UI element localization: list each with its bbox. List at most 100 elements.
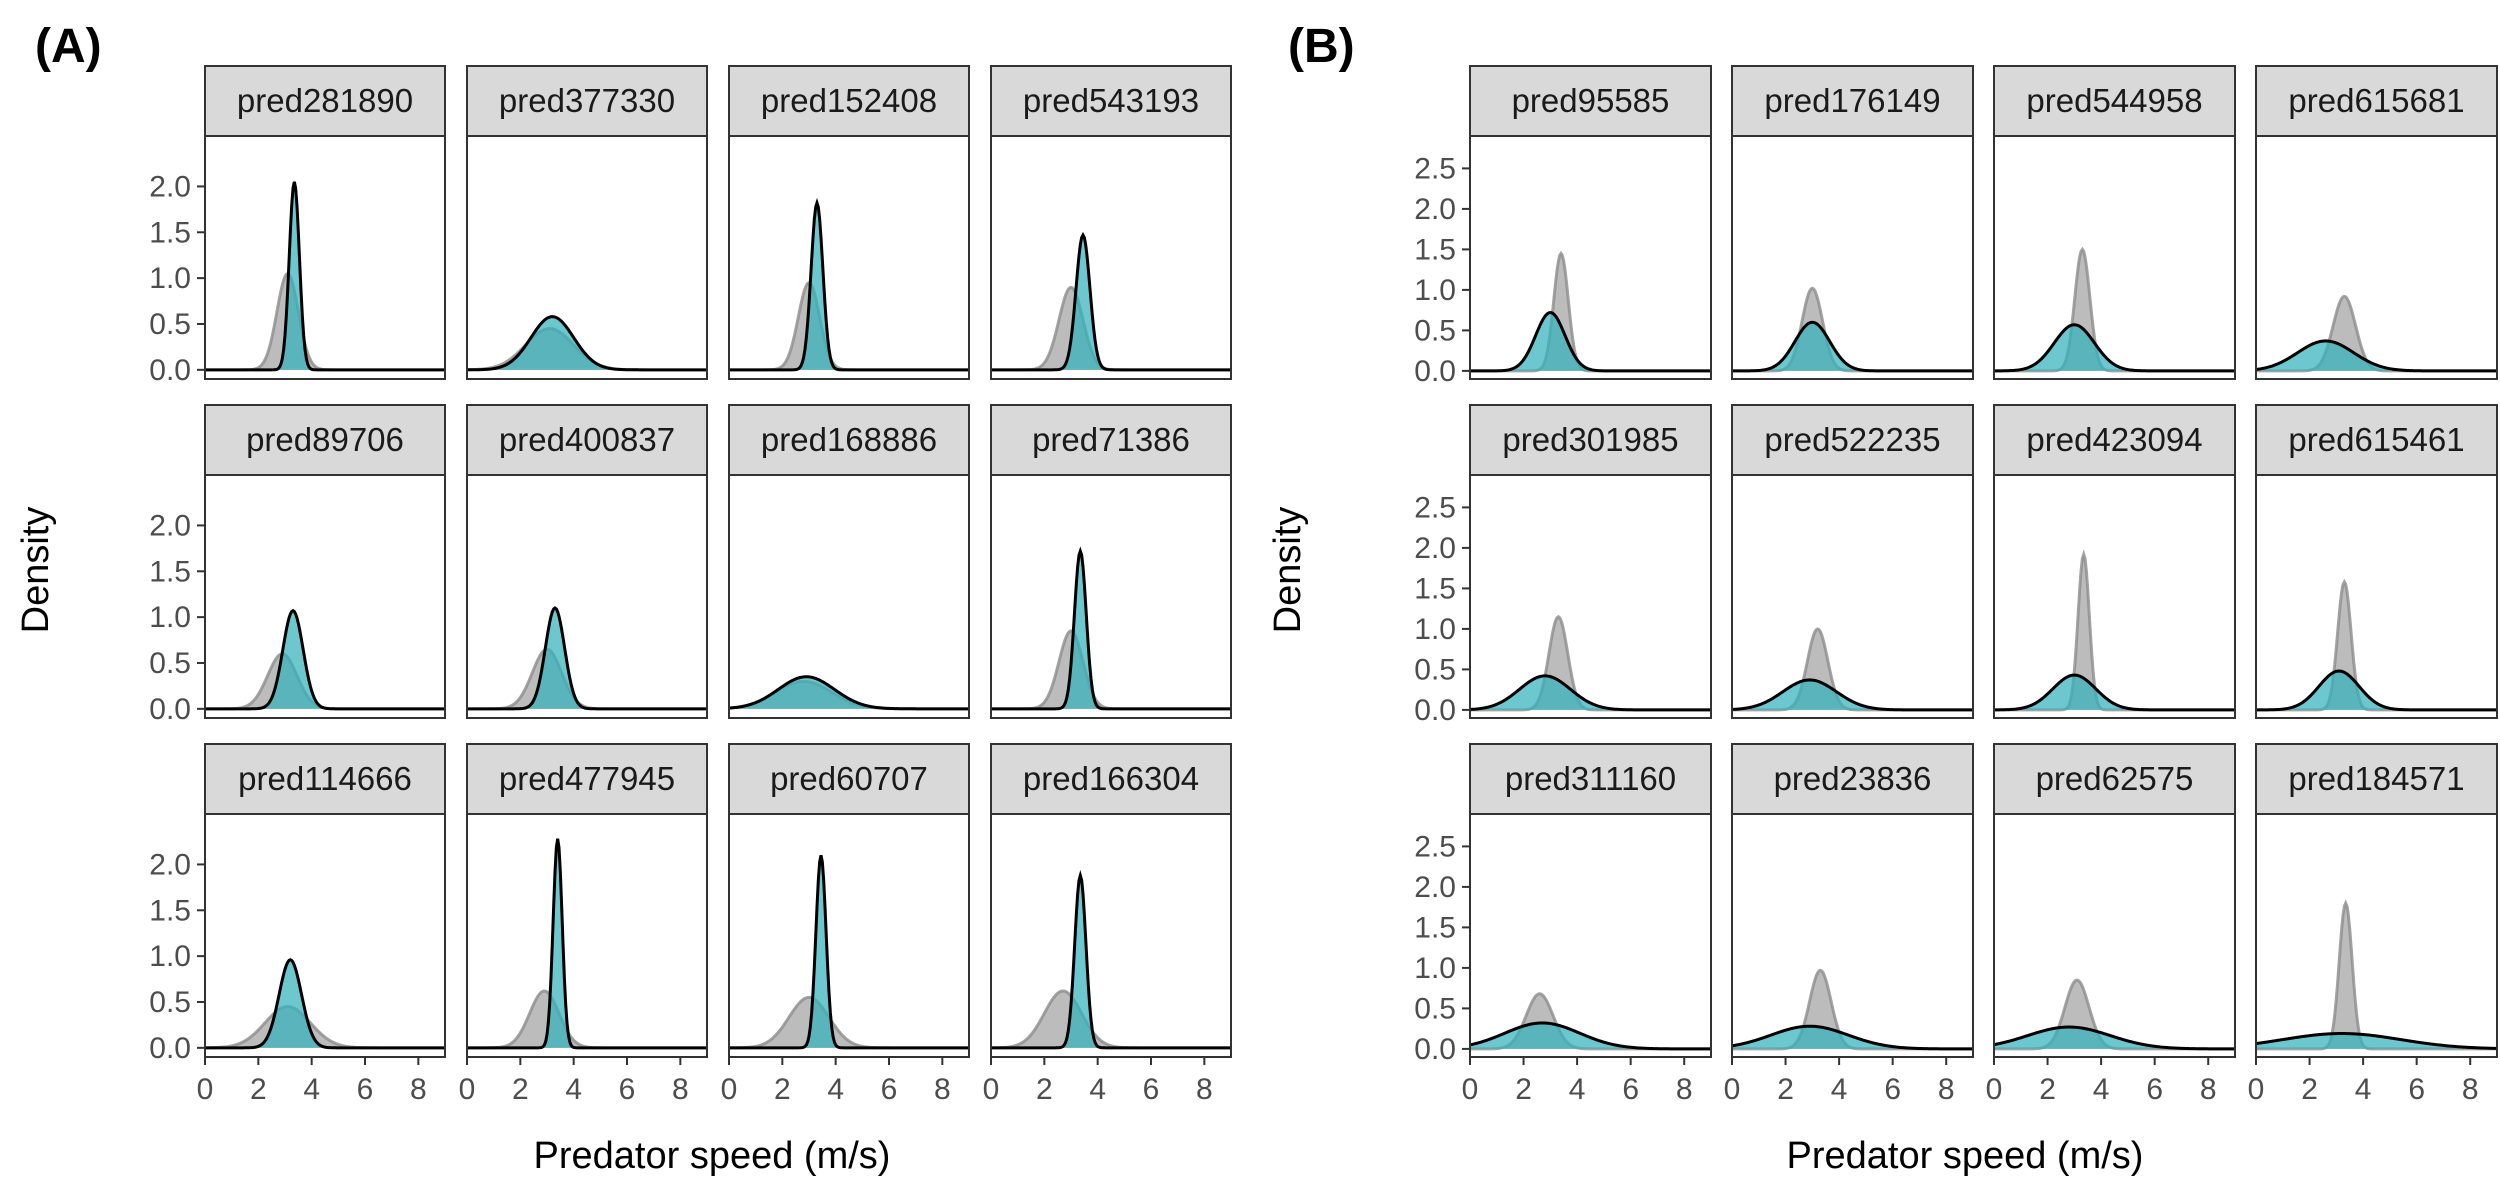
y-tick-label: 1.0: [1414, 274, 1456, 307]
panel-border: [728, 135, 970, 380]
facet-pred62575: pred62575 0 2 4 6 8: [1986, 743, 2236, 1106]
predicted-density-line: [2255, 339, 2497, 373]
predicted-density-fill: [1470, 312, 1711, 371]
facet-strip: [728, 65, 970, 137]
x-tick-label: 4: [1569, 1073, 1586, 1106]
y-tick-label: 0.5: [149, 986, 191, 1019]
y-tick-label: 2.0: [149, 170, 191, 203]
y-tick-label: 0.0: [1414, 1033, 1456, 1066]
y-tick-label: 0.0: [149, 1032, 191, 1065]
predicted-density-line: [467, 838, 707, 1050]
predicted-density-fill: [2256, 340, 2497, 371]
y-tick-label: 2.5: [1414, 830, 1456, 863]
x-tick-label: 8: [1676, 1073, 1693, 1106]
predicted-density-line: [729, 854, 969, 1050]
panel-border: [2255, 813, 2498, 1058]
plot-area: [467, 136, 707, 379]
y-tick-label: 0.0: [149, 354, 191, 387]
plot-area: [1470, 475, 1711, 718]
x-tick-label: 4: [827, 1073, 844, 1106]
y-tick-label: 1.5: [1414, 572, 1456, 605]
x-tick-label: 0: [1724, 1073, 1741, 1106]
y-tick-label: 2.0: [1414, 871, 1456, 904]
y-tick-label: 2.5: [1414, 491, 1456, 524]
plot-area: [205, 136, 445, 379]
reference-density-fill: [991, 990, 1231, 1048]
x-tick-label: 6: [881, 1073, 898, 1106]
panel-border: [466, 813, 708, 1058]
facet-pred184571: pred184571 0 2 4 6 8: [2248, 743, 2498, 1106]
x-tick-label: 4: [2093, 1073, 2110, 1106]
y-axis-title: Density: [15, 507, 57, 634]
predicted-density-line: [205, 958, 445, 1050]
facet-strip: [1469, 404, 1712, 476]
plot-area: [1470, 814, 1711, 1057]
facet-strip-label: pred400837: [499, 421, 675, 458]
x-tick-label: 2: [774, 1073, 791, 1106]
predicted-density-fill: [729, 676, 969, 709]
plot-area: [1732, 814, 1973, 1057]
panel-border: [1469, 813, 1712, 1058]
facet-strip-label: pred152408: [761, 82, 937, 119]
panel-border: [1469, 135, 1712, 380]
plot-area: [467, 814, 707, 1057]
y-tick-label: 0.0: [1414, 355, 1456, 388]
predicted-density-line: [1469, 674, 1711, 712]
plot-area: [2256, 814, 2497, 1057]
x-tick-label: 0: [1462, 1073, 1479, 1106]
plot-area: [991, 814, 1231, 1057]
reference-density-fill: [467, 990, 707, 1048]
x-tick-label: 6: [1622, 1073, 1639, 1106]
predicted-density-line: [1732, 320, 1973, 373]
plot-area: [1994, 475, 2235, 718]
facet-pred400837: pred400837: [466, 404, 708, 719]
predicted-density-line: [2255, 1032, 2498, 1050]
y-axis-title: Density: [1267, 507, 1309, 634]
facet-strip: [204, 404, 446, 476]
facet-strip: [1731, 404, 1974, 476]
facet-pred166304: pred166304 0 2 4 6 8: [983, 743, 1232, 1106]
facet-strip: [466, 743, 708, 815]
x-tick-label: 0: [721, 1073, 738, 1106]
plot-area: [729, 136, 969, 379]
predicted-density-line: [729, 197, 969, 372]
plot-area: [1994, 136, 2235, 379]
panel-label: (B): [1288, 20, 1355, 73]
x-tick-label: 2: [512, 1073, 529, 1106]
x-tick-label: 4: [565, 1073, 582, 1106]
predicted-density-fill: [1470, 675, 1711, 710]
facet-pred281890: pred281890 0.0 0.5 1.0 1.5 2.0: [149, 65, 446, 387]
x-tick-label: 4: [2355, 1073, 2372, 1106]
facet-strip: [1469, 65, 1712, 137]
predicted-density-fill: [1732, 322, 1973, 371]
x-tick-label: 8: [1196, 1073, 1213, 1106]
x-tick-label: 0: [983, 1073, 1000, 1106]
plot-area: [205, 814, 445, 1057]
facet-strip: [990, 65, 1232, 137]
facet-pred544958: pred544958: [1993, 65, 2236, 380]
y-tick-label: 1.0: [149, 601, 191, 634]
y-tick-label: 1.0: [149, 940, 191, 973]
panel-label: (A): [35, 20, 102, 73]
facet-pred311160: pred311160 0.0 0.5 1.0 1.5 2.0 2.5 0 2 4 6 8: [1414, 743, 1712, 1106]
facet-strip: [1993, 743, 2236, 815]
facet-strip-label: pred62575: [2036, 760, 2194, 797]
x-tick-label: 2: [1515, 1073, 1532, 1106]
predicted-density-line: [1994, 323, 2235, 373]
panel-border: [204, 135, 446, 380]
panel-border: [466, 474, 708, 719]
x-tick-label: 8: [2462, 1073, 2479, 1106]
panel-border: [1731, 813, 1974, 1058]
facet-strip-label: pred615461: [2288, 421, 2464, 458]
facet-strip-label: pred23836: [1774, 760, 1932, 797]
plot-area: [991, 136, 1231, 379]
panel-border: [990, 135, 1232, 380]
predicted-density-line: [1731, 1024, 1973, 1051]
plot-area: [991, 475, 1231, 718]
facet-strip: [728, 743, 970, 815]
facet-strip-label: pred477945: [499, 760, 675, 797]
facet-strip: [2255, 65, 2498, 137]
panel-border: [728, 813, 970, 1058]
facet-strip: [990, 404, 1232, 476]
